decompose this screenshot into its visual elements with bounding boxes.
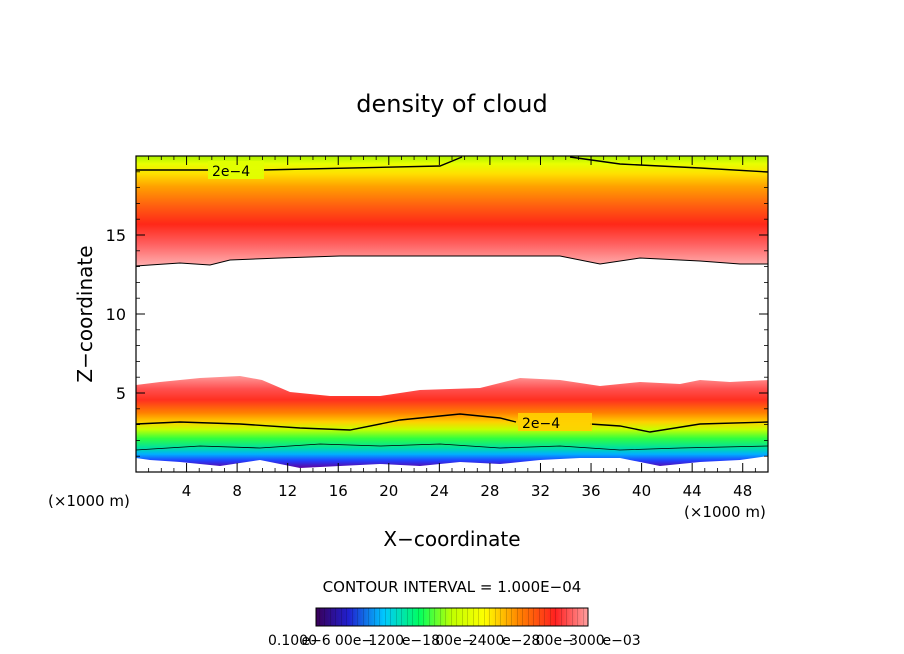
- x-tick-label: 24: [430, 482, 449, 500]
- colorbar-label: 3000: [569, 633, 605, 649]
- x-tick-label: 16: [329, 482, 348, 500]
- y-tick-label: 15: [106, 226, 126, 245]
- x-unit-label-left: (×1000 m): [48, 492, 130, 510]
- colorbar-label: e−18: [402, 633, 440, 649]
- x-tick-label: 36: [581, 482, 600, 500]
- x-tick-label: 44: [683, 482, 702, 500]
- contour-line-upper-edge: [136, 255, 768, 267]
- colorbar-label: 00e−: [435, 633, 473, 649]
- lower-cloud-layer: [136, 376, 768, 468]
- colorbar-label: 1200: [368, 633, 404, 649]
- colorbar-label: 00e−: [536, 633, 574, 649]
- contour-line-upper: [136, 156, 768, 173]
- x-unit-label-right: (×1000 m): [684, 503, 766, 521]
- colorbar-label: e−03: [603, 633, 641, 649]
- contour-label-upper: 2e−4: [212, 164, 250, 180]
- plot-area: [136, 156, 768, 472]
- colorbar-label: e−28: [502, 633, 540, 649]
- contour-line-lower-edge: [136, 443, 768, 451]
- colorbar-label: 2400: [469, 633, 505, 649]
- x-tick-label: 8: [232, 482, 242, 500]
- x-tick-label: 4: [182, 482, 192, 500]
- contour-line-lower: [136, 413, 768, 433]
- y-axis-label: Z−coordinate: [73, 245, 97, 382]
- colorbar-label: 00e−: [335, 633, 373, 649]
- upper-cloud-layer: [136, 156, 768, 266]
- x-axis-ticks: 4 8 12 16 20 24 28 32 36 40 44 48: [148, 156, 756, 500]
- x-tick-label: 32: [531, 482, 550, 500]
- colorbar-label: 0.1000: [268, 633, 317, 649]
- contour-interval-text: CONTOUR INTERVAL = 1.000E−04: [323, 578, 582, 596]
- x-tick-label: 20: [379, 482, 398, 500]
- x-tick-label: 48: [733, 482, 752, 500]
- colorbar-ticks: [316, 608, 588, 626]
- contour-label-lower: 2e−4: [522, 416, 560, 432]
- x-tick-label: 12: [278, 482, 297, 500]
- y-tick-label: 5: [116, 384, 126, 403]
- y-axis-ticks: 5 10 15: [106, 171, 768, 457]
- colorbar-label: e−6: [301, 633, 330, 649]
- x-axis-label: X−coordinate: [383, 527, 520, 551]
- y-tick-label: 10: [106, 305, 126, 324]
- x-tick-label: 40: [632, 482, 651, 500]
- colorbar-frame: [315, 607, 589, 627]
- chart-title: density of cloud: [356, 90, 547, 118]
- x-tick-label: 28: [480, 482, 499, 500]
